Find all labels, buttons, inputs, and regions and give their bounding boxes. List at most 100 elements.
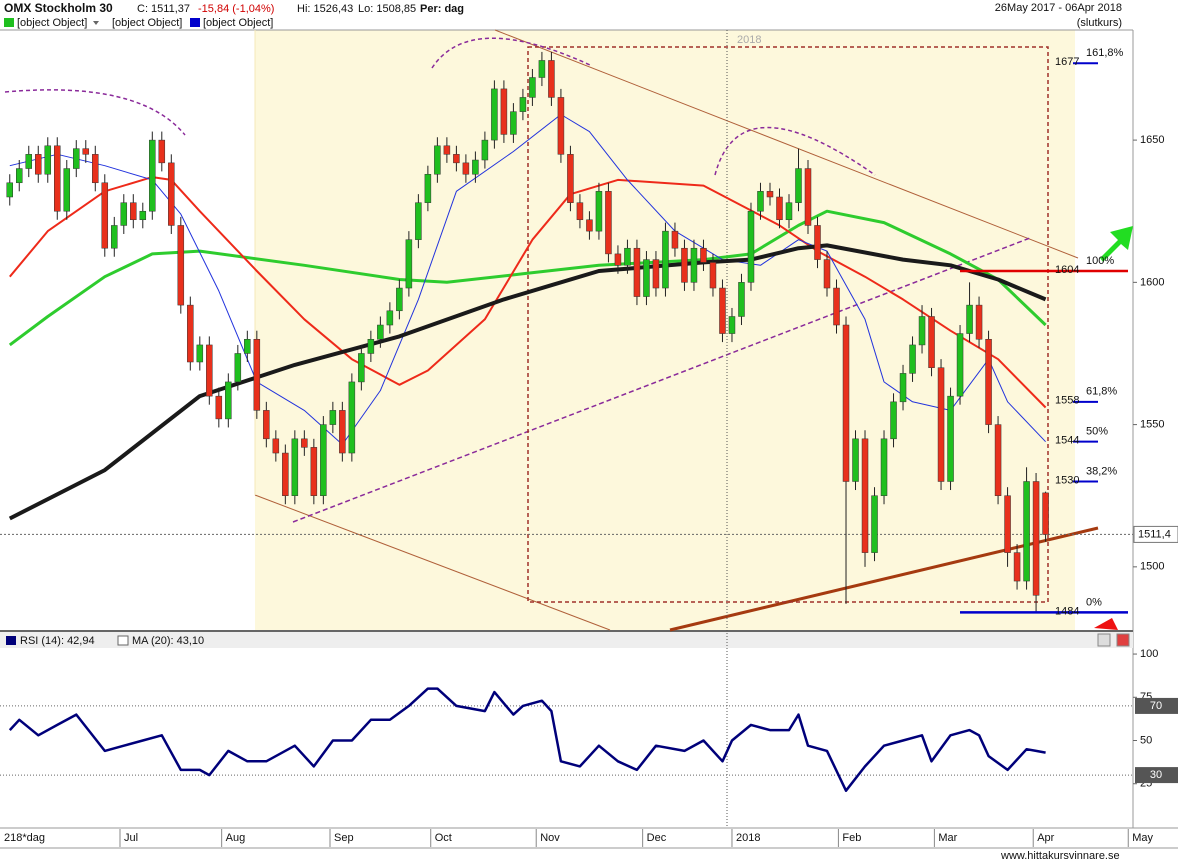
legend-swatch [4,18,14,27]
rsi-line [8,687,1046,792]
x-tick-label: 2018 [736,832,760,844]
candle-body [320,424,327,496]
candle-body [244,338,251,354]
candle-body [823,259,831,289]
date-range: 26May 2017 - 06Apr 2018 [995,2,1122,14]
change-value: -15,84 (-1,04%) [198,3,274,15]
fib-value: 1604 [1055,264,1079,276]
x-tick-label: Dec [647,832,667,844]
candle-body [548,60,555,98]
period: Per: dag [420,3,464,15]
x-tick-label: Aug [226,832,246,844]
candle-body [1013,552,1021,582]
candle-body [215,395,223,420]
candle-body [1032,481,1040,596]
x-tick-label: May [1132,832,1153,844]
candle-body [681,247,688,283]
candle-body [928,316,935,368]
last-price-label: 1511,4 [1138,528,1171,540]
legend-swatch [190,18,200,27]
candle-body [918,316,926,346]
close-value: C: 1511,37 [137,3,190,15]
arc [714,126,876,176]
low-value: Lo: 1508,85 [358,3,416,15]
y-tick-label: 50 [1140,734,1152,746]
candle-body [690,247,698,283]
candle-body [339,410,346,454]
candle-body [386,310,394,326]
candle-body [405,239,413,289]
candle-body [177,225,185,306]
candle-body [899,373,907,403]
candle-body [747,210,755,283]
close-button[interactable] [1116,633,1130,647]
candle-body [6,182,14,198]
settings-button[interactable] [1097,633,1111,647]
candle-body [130,202,137,221]
candle-body [396,287,403,312]
footer: www.hittakursvinnare.se [1000,850,1120,862]
candle-body [196,344,204,363]
candle-body [738,282,745,317]
candle-body [282,452,289,496]
candle-body [434,145,441,175]
arc [431,37,591,69]
candle-body [415,202,422,240]
y-tick-label: 1650 [1140,134,1164,146]
candle-body [111,225,118,249]
instrument-title: OMX Stockholm 30 [4,1,113,15]
candle-body [82,148,90,155]
candle-body [491,88,498,141]
x-tick-label: Mar [938,832,957,844]
candle-body [776,196,783,221]
candle-body [472,159,479,175]
arc [4,89,186,136]
fib-value: 1544 [1055,435,1079,447]
legend-entry: [object Object] [112,17,182,29]
candle-body [377,324,384,340]
moving-average [8,243,1047,521]
legend-dropdown[interactable] [93,21,99,25]
x-tick-label: Jul [124,832,138,844]
level-label: 30 [1150,769,1162,781]
candle-body [947,395,954,482]
candle-body [291,438,299,496]
candle-body [225,381,232,420]
candle-body [890,401,897,440]
candle-body [937,367,945,482]
legend-entry: RSI (14): 42,94 [20,635,95,647]
candle-body [804,168,812,226]
candle-body [1023,481,1030,582]
candle-body [614,253,622,266]
candle-body [149,139,156,212]
candle-body [652,259,660,289]
candle-body [700,247,707,263]
x-tick-label: Nov [540,832,560,844]
candle-body [348,381,356,454]
candle-body [54,145,61,212]
rsi-swatch [6,636,16,645]
last-price-box [1133,525,1178,543]
legend-entry: [object Object] [203,17,273,29]
candle-body [367,338,375,354]
candle-body [852,438,859,482]
candle-body [35,154,42,175]
candle-body [814,225,821,260]
channel-line [254,494,611,631]
candle-body [529,77,536,98]
candle-body [443,145,451,155]
fib-percent: 38,2% [1086,465,1117,477]
candle-body [453,154,460,164]
candle-body [1042,492,1049,535]
candle-body [586,219,593,232]
candle-body [158,139,166,164]
candle-body [301,438,308,448]
trend-line [292,237,1031,523]
candle-body [329,410,337,425]
level-label: 70 [1150,700,1162,712]
frame [0,29,1178,849]
candle-body [510,111,517,135]
legend-entry: [object Object] [17,17,87,29]
fib-percent: 100% [1086,255,1114,267]
